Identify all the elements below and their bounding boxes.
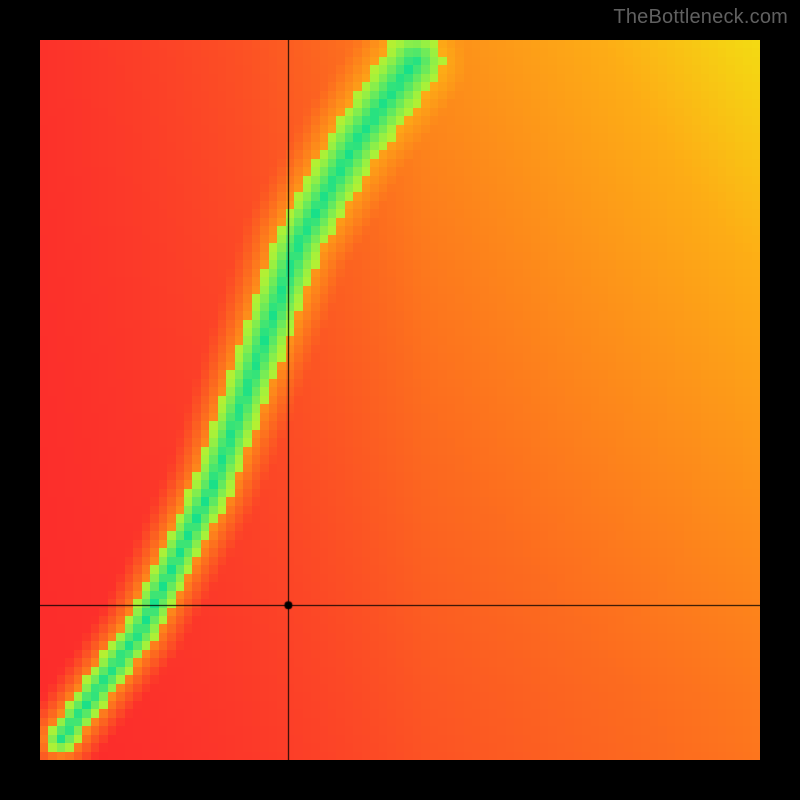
watermark-text: TheBottleneck.com [613, 6, 788, 29]
heatmap-canvas [40, 40, 760, 760]
chart-container: TheBottleneck.com [0, 0, 800, 800]
